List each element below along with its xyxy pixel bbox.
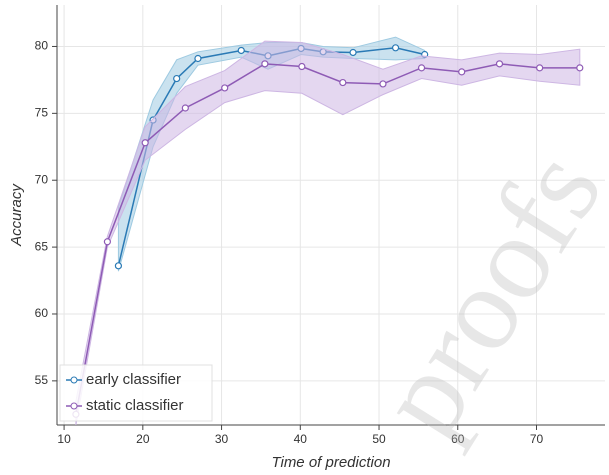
data-point [141,139,149,147]
confidence-band [75,40,581,425]
data-point [103,238,111,246]
data-point [261,60,269,68]
data-point [339,78,347,87]
data-point [576,64,584,72]
y-tick-label: 70 [35,172,49,186]
legend-label: early classifier [86,371,181,388]
x-tick-label: 50 [372,432,386,446]
x-tick-label: 60 [451,432,465,446]
x-tick-label: 40 [294,432,308,446]
legend-box [59,364,213,422]
y-tick-label: 60 [35,306,49,320]
series-layer [72,36,584,425]
data-point [194,54,202,63]
legend-label: static classifier [86,397,184,414]
y-axis-label: Accuracy [8,183,25,247]
data-point [173,74,181,83]
data-point [536,64,544,72]
data-point [349,48,357,57]
data-point [391,44,400,52]
data-point [495,60,504,68]
x-tick-label: 30 [215,432,229,446]
data-point [181,104,189,112]
y-tick-label: 55 [35,373,49,387]
y-tick-label: 65 [35,239,49,253]
x-tick-label: 70 [530,432,544,446]
data-point [298,62,306,71]
data-point [417,64,426,72]
data-point [237,46,245,55]
legend-marker [70,402,78,410]
data-point [458,68,466,76]
data-point [114,262,123,270]
plot-area: 55 60 65 70 75 80 10 20 30 40 50 60 70 [35,5,605,446]
data-point [379,80,387,88]
legend: early classifier static classifier [59,364,213,422]
legend-marker [70,376,78,384]
data-point [221,84,229,92]
x-tick-label: 10 [57,432,71,446]
series-line [75,63,580,415]
x-tick-label: 20 [136,432,150,446]
y-tick-label: 80 [35,39,49,53]
y-tick-label: 75 [35,106,49,120]
x-axis-label: Time of prediction [271,454,390,471]
